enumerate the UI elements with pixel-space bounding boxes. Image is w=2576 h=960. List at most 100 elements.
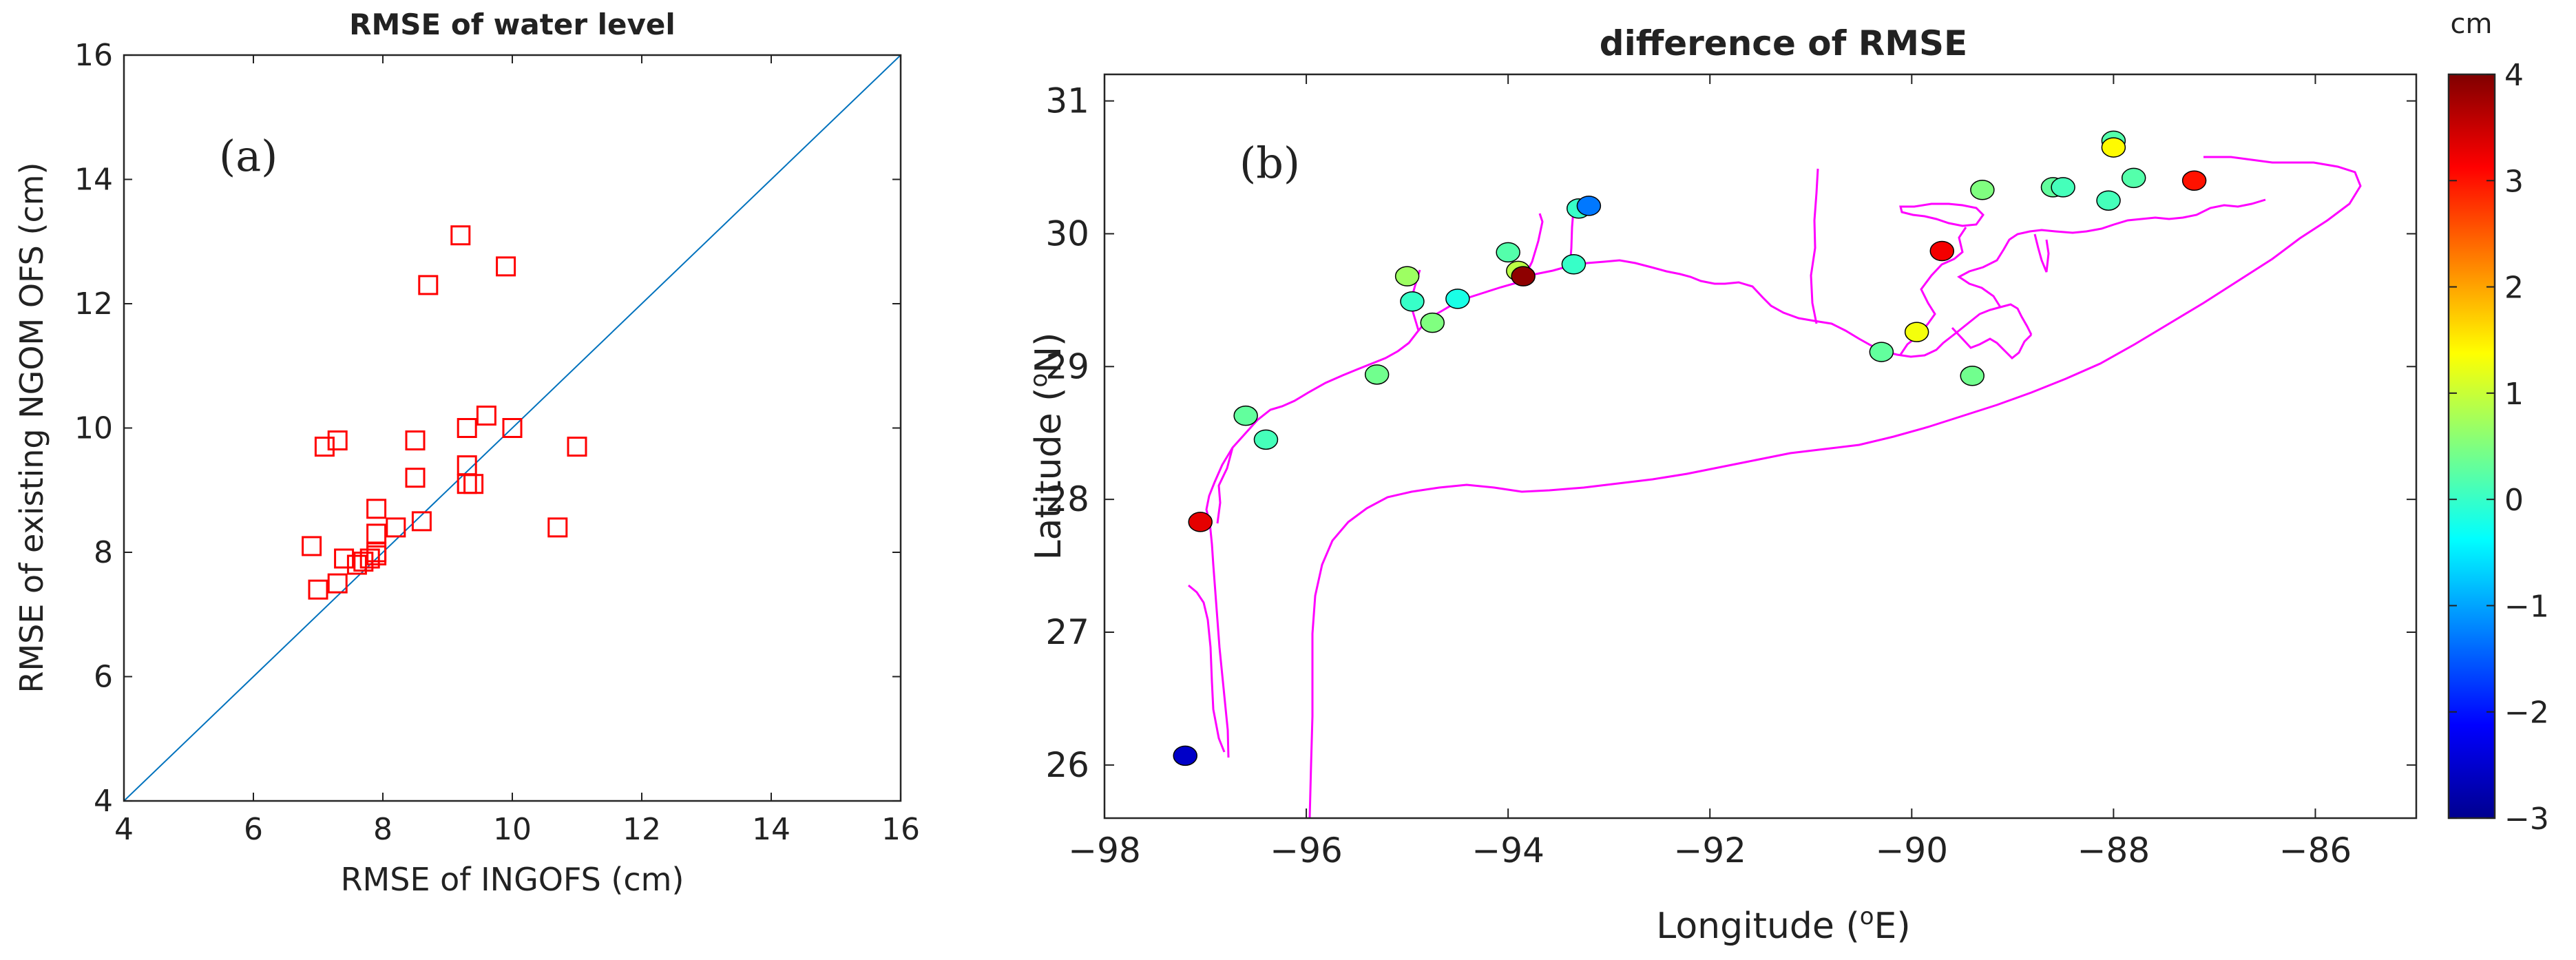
colorbar-tick-label: 2 (2504, 271, 2524, 306)
one-to-one-line (124, 55, 901, 801)
y-label-prefix: Latitude ( (1028, 388, 1069, 561)
station-marker (1233, 405, 1258, 426)
panel-b-stations (1173, 130, 2207, 766)
scatter-point (359, 548, 380, 569)
station-marker (1364, 364, 1390, 385)
scatter-point (405, 430, 426, 451)
y-tick-label: 30 (1045, 213, 1089, 253)
colorbar-ticks: 4 3 2 1 0 −1 −2 −3 (2449, 58, 2549, 837)
y-tick-label: 26 (1045, 745, 1089, 785)
panel-b-x-label: Longitude (oE) (1656, 903, 1910, 947)
y-tick-label: 28 (1045, 479, 1089, 519)
station-marker (1253, 429, 1279, 450)
colorbar-tick-label: 4 (2504, 58, 2524, 93)
colorbar: cm 4 3 2 1 0 −1 −2 −3 (2447, 8, 2549, 837)
station-marker (2051, 177, 2075, 198)
coastline-path (2033, 233, 2050, 273)
scatter-point (418, 275, 439, 295)
station-marker (1400, 291, 1425, 312)
scatter-point (327, 430, 348, 451)
scatter-point (405, 468, 426, 488)
y-tick-label: 27 (1045, 612, 1089, 652)
colorbar-tick-label: −3 (2504, 802, 2549, 837)
y-tick-label: 6 (94, 660, 113, 695)
panel-a-title: RMSE of water level (349, 8, 676, 41)
coastline-path (1951, 326, 2033, 360)
x-tick-label: −90 (1876, 831, 1949, 870)
panel-b-plot-area (1104, 74, 2416, 818)
coastline-path (1810, 168, 1819, 324)
panel-a-y-label: RMSE of existing NGOM OFS (cm) (13, 163, 50, 693)
x-tick-label: 14 (752, 812, 790, 847)
coastline-path (1188, 584, 1226, 753)
y-tick-label: 10 (74, 411, 113, 446)
station-marker (1561, 254, 1587, 275)
x-tick-label: 8 (373, 812, 392, 847)
x-label-prefix: Longitude ( (1656, 906, 1859, 947)
station-marker (1420, 312, 1445, 333)
panel-b-y-label: Latitude (oN) (1025, 333, 1069, 561)
y-tick-label: 16 (74, 38, 113, 73)
station-marker (1929, 240, 1955, 262)
panel-b-x-axis: −98 −96 −94 −92 −90 −88 −86 (1068, 74, 2352, 870)
y-tick-label: 29 (1045, 346, 1089, 386)
station-marker (1576, 196, 1602, 216)
station-marker (1869, 342, 1894, 362)
x-tick-label: −92 (1673, 831, 1746, 870)
station-marker (1970, 180, 1995, 200)
panel-b-y-axis: 26 27 28 29 30 31 (1045, 81, 2416, 785)
colorbar-unit: cm (2451, 8, 2493, 40)
station-marker (2096, 190, 2121, 211)
scatter-point (386, 517, 406, 538)
y-tick-label: 14 (74, 163, 113, 198)
scatter-point (450, 225, 471, 246)
x-tick-label: 4 (114, 812, 134, 847)
panel-a-scatter: 4 6 8 10 12 14 16 4 6 8 10 12 14 16 RMSE of water le… (13, 8, 920, 898)
scatter-point (457, 418, 477, 438)
x-tick-label: −88 (2077, 831, 2150, 870)
colorbar-tick-label: −2 (2504, 696, 2549, 731)
station-marker (1511, 266, 1536, 286)
scatter-point (567, 437, 587, 457)
scatter-point (314, 437, 335, 457)
colorbar-tick-label: 0 (2504, 483, 2524, 518)
scatter-point (463, 474, 484, 494)
panel-b-map: −98 −96 −94 −92 −90 −88 −86 26 27 28 29 30 31 diffe… (1025, 23, 2418, 947)
colorbar-gradient (2447, 73, 2496, 820)
y-tick-label: 8 (94, 535, 113, 570)
y-tick-label: 12 (74, 286, 113, 322)
scatter-point (411, 511, 432, 532)
x-label-suffix: E) (1874, 906, 1911, 947)
x-tick-label: −94 (1472, 831, 1544, 870)
x-tick-label: 6 (244, 812, 263, 847)
scatter-point (476, 405, 496, 426)
y-label-suffix: N) (1028, 333, 1069, 373)
scatter-point (366, 499, 387, 519)
station-marker (2121, 167, 2146, 189)
offshore-boundary-path (1308, 156, 2362, 818)
x-tick-label: −96 (1270, 831, 1343, 870)
scatter-point (353, 552, 374, 572)
x-tick-label: 12 (622, 812, 661, 847)
station-marker (1188, 512, 1213, 532)
colorbar-tick-label: −1 (2504, 589, 2549, 624)
scatter-point (547, 517, 568, 538)
x-tick-label: −86 (2279, 831, 2352, 870)
scatter-point (502, 418, 523, 438)
scatter-point (302, 536, 322, 556)
panel-a-x-label: RMSE of INGOFS (cm) (341, 861, 684, 898)
x-tick-label: 10 (493, 812, 532, 847)
station-marker (1173, 745, 1197, 766)
station-marker (1496, 242, 1520, 263)
panel-a-label: (a) (219, 131, 278, 181)
scatter-point (366, 545, 387, 566)
station-marker (2101, 137, 2126, 158)
x-label-degree: o (1860, 903, 1874, 930)
coastline-path (1899, 202, 1985, 227)
panel-b-frame (1103, 73, 2418, 820)
coastline-path (1957, 198, 2266, 308)
station-marker (2181, 170, 2207, 191)
x-tick-label: −98 (1068, 831, 1141, 870)
scatter-point (334, 548, 355, 569)
station-marker (1960, 366, 1985, 386)
